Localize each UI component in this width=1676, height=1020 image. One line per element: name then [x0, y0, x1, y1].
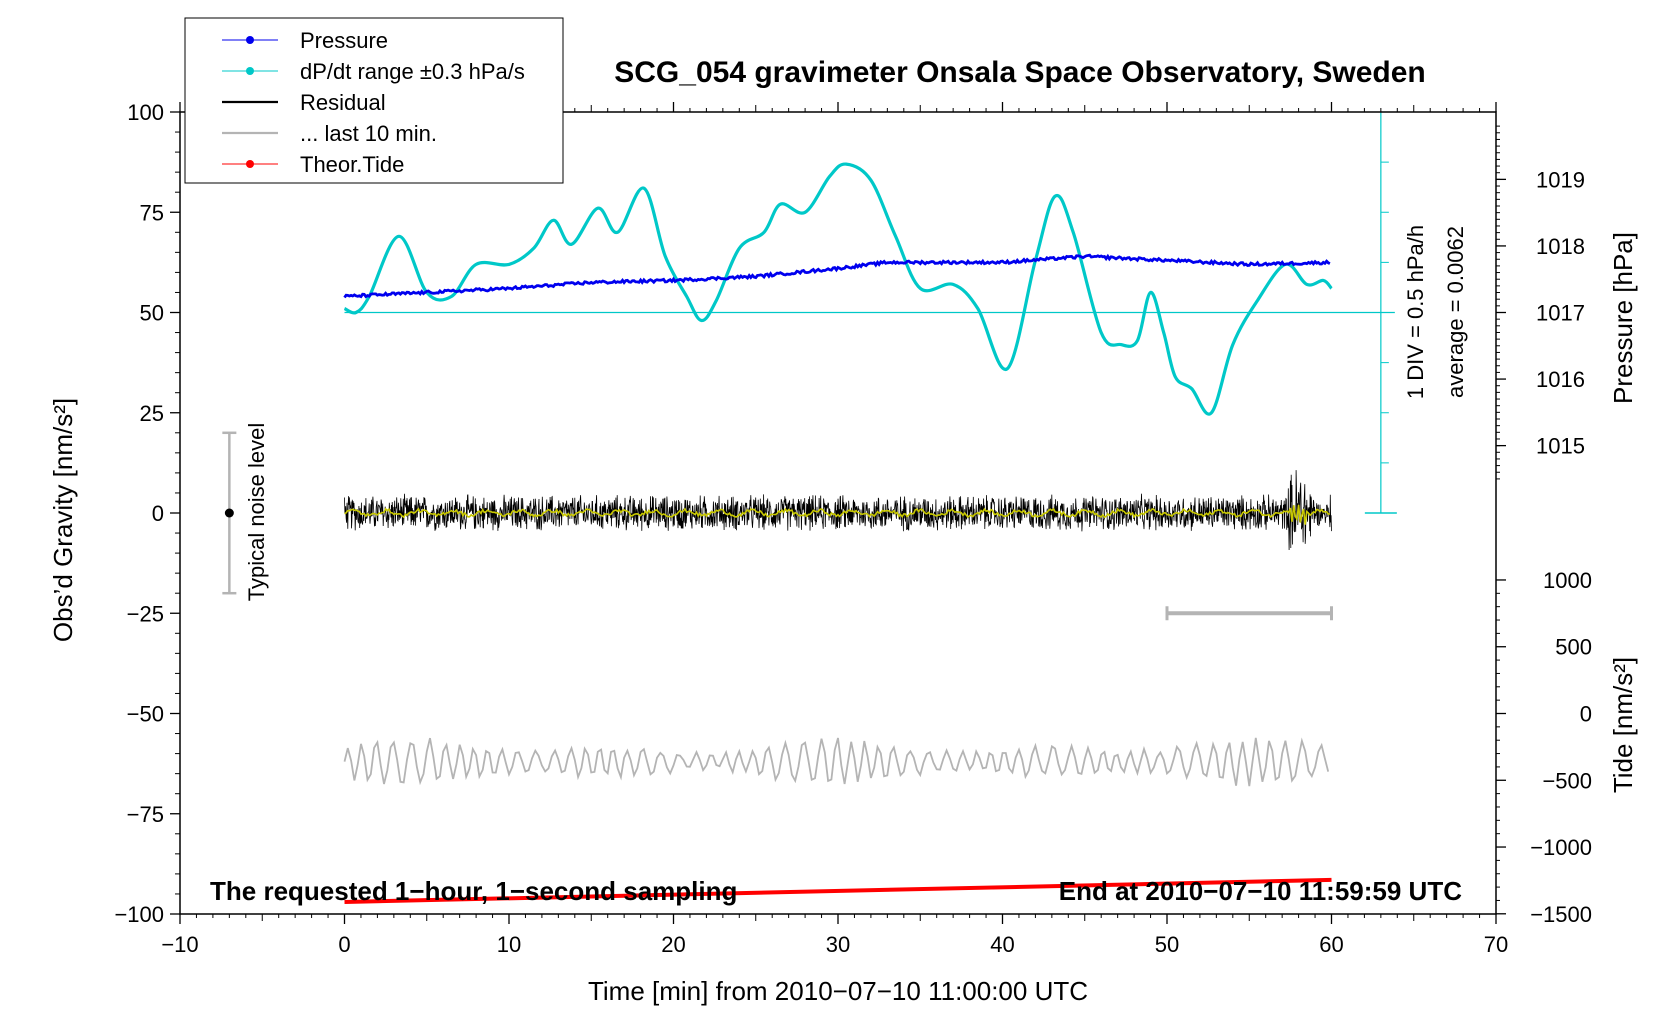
legend-marker — [246, 160, 254, 168]
y-axis-title-tide: Tide [nm/s²] — [1608, 657, 1638, 793]
y-axis-title-pressure: Pressure [hPa] — [1608, 232, 1638, 404]
legend-items: Pressure dP/dt range ±0.3 hPa/s Residual..… — [222, 28, 525, 177]
legend-label: Residual — [300, 90, 386, 115]
y-tick-label: −25 — [127, 601, 164, 626]
x-tick-label: 0 — [338, 932, 350, 957]
tide-tick-label: 500 — [1555, 635, 1592, 660]
series-dpdt — [343, 162, 1333, 416]
x-tick-label: 20 — [661, 932, 685, 957]
y-tick-label: 25 — [140, 401, 164, 426]
series-pressure — [343, 253, 1331, 299]
tide-tick-label: −1500 — [1530, 902, 1592, 927]
x-tick-label: 60 — [1319, 932, 1343, 957]
series-layer — [222, 111, 1397, 904]
legend-label: Theor.Tide — [300, 152, 404, 177]
series-residual-smoothed — [344, 504, 1330, 525]
legend-label: dP/dt range ±0.3 hPa/s — [300, 59, 525, 84]
legend-marker — [246, 67, 254, 75]
y-tick-label: −50 — [127, 702, 164, 727]
sampling-note: The requested 1−hour, 1−second sampling — [210, 876, 737, 906]
series-theor-tide — [344, 877, 1332, 904]
noise-level-label: Typical noise level — [244, 423, 269, 602]
x-tick-label: 30 — [826, 932, 850, 957]
series-residual — [344, 470, 1332, 551]
legend-box — [184, 17, 564, 184]
series-last-10-min — [343, 737, 1330, 787]
x-tick-label: 40 — [990, 932, 1014, 957]
dpdt-average-label: average = 0.0062 — [1443, 226, 1468, 398]
pressure-tick-label: 1015 — [1536, 434, 1585, 459]
tide-tick-label: −1000 — [1530, 835, 1592, 860]
pressure-tick-label: 1016 — [1536, 367, 1585, 392]
tide-tick-label: 1000 — [1543, 568, 1592, 593]
y-tick-label: −75 — [127, 802, 164, 827]
legend-label: Pressure — [300, 28, 388, 53]
y-tick-label: 50 — [140, 301, 164, 326]
x-tick-label: 10 — [497, 932, 521, 957]
dpdt-div-label: 1 DIV = 0.5 hPa/h — [1403, 225, 1428, 399]
x-tick-label: 50 — [1155, 932, 1179, 957]
y-tick-label: 75 — [140, 200, 164, 225]
tide-tick-label: 0 — [1580, 702, 1592, 727]
y-tick-label: 0 — [152, 501, 164, 526]
tide-tick-label: −500 — [1542, 768, 1592, 793]
pressure-tick-label: 1018 — [1536, 234, 1585, 259]
pressure-tick-label: 1017 — [1536, 301, 1585, 326]
y-axis-title-gravity: Obs’d Gravity [nm/s²] — [48, 398, 78, 642]
tick-layer: −10 0 10 20 30 40 50 60 70−100−75−50−25025507510… — [114, 100, 1592, 957]
x-axis-title: Time [min] from 2010−07−10 11:00:00 UTC — [588, 976, 1088, 1006]
noise-level-center — [224, 508, 234, 518]
y-tick-label: −100 — [114, 902, 164, 927]
x-tick-label: 70 — [1484, 932, 1508, 957]
legend-label: ... last 10 min. — [300, 121, 437, 146]
chart-title: SCG_054 gravimeter Onsala Space Observat… — [614, 56, 1426, 89]
end-time-note: End at 2010−07−10 11:59:59 UTC — [1059, 876, 1462, 906]
legend: Pressure dP/dt range ±0.3 hPa/s Residual..… — [184, 17, 564, 184]
y-tick-label: 100 — [127, 100, 164, 125]
legend-marker — [246, 36, 254, 44]
pressure-tick-label: 1019 — [1536, 167, 1585, 192]
x-tick-label: −10 — [161, 932, 198, 957]
